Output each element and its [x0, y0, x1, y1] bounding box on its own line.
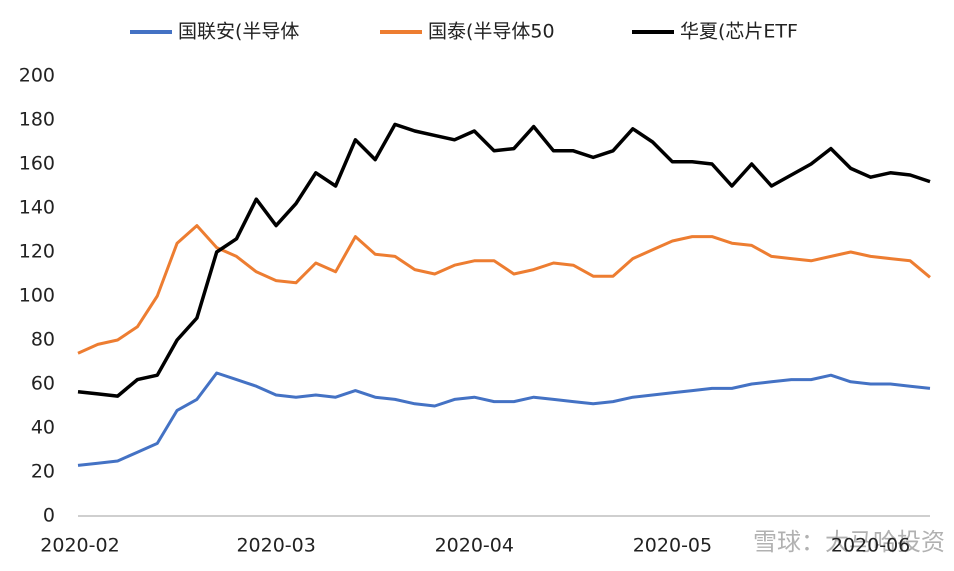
y-tick-label: 160 [19, 153, 55, 175]
y-tick-label: 120 [19, 241, 55, 263]
x-tick-label: 2020-05 [633, 535, 712, 557]
legend-label: 国泰(半导体50 [428, 21, 555, 43]
y-tick-label: 20 [31, 461, 55, 483]
y-tick-label: 40 [31, 417, 55, 439]
y-tick-label: 100 [19, 285, 55, 307]
watermark: 雪球：大马哈投资 [753, 528, 945, 556]
y-tick-label: 180 [19, 109, 55, 131]
x-tick-label: 2020-06 [831, 535, 910, 557]
x-tick-label: 2020-03 [236, 535, 315, 557]
legend-label: 国联安(半导体 [178, 21, 299, 43]
series-line [77, 122, 931, 398]
y-tick-label: 60 [31, 373, 55, 395]
x-tick-label: 2020-02 [40, 535, 119, 557]
series-line [77, 371, 931, 467]
y-tick-label: 80 [31, 329, 55, 351]
legend-label: 华夏(芯片ETF [680, 21, 798, 43]
y-tick-label: 200 [19, 65, 55, 87]
y-tick-label: 0 [43, 505, 55, 527]
y-tick-label: 140 [19, 197, 55, 219]
x-tick-label: 2020-04 [435, 535, 514, 557]
